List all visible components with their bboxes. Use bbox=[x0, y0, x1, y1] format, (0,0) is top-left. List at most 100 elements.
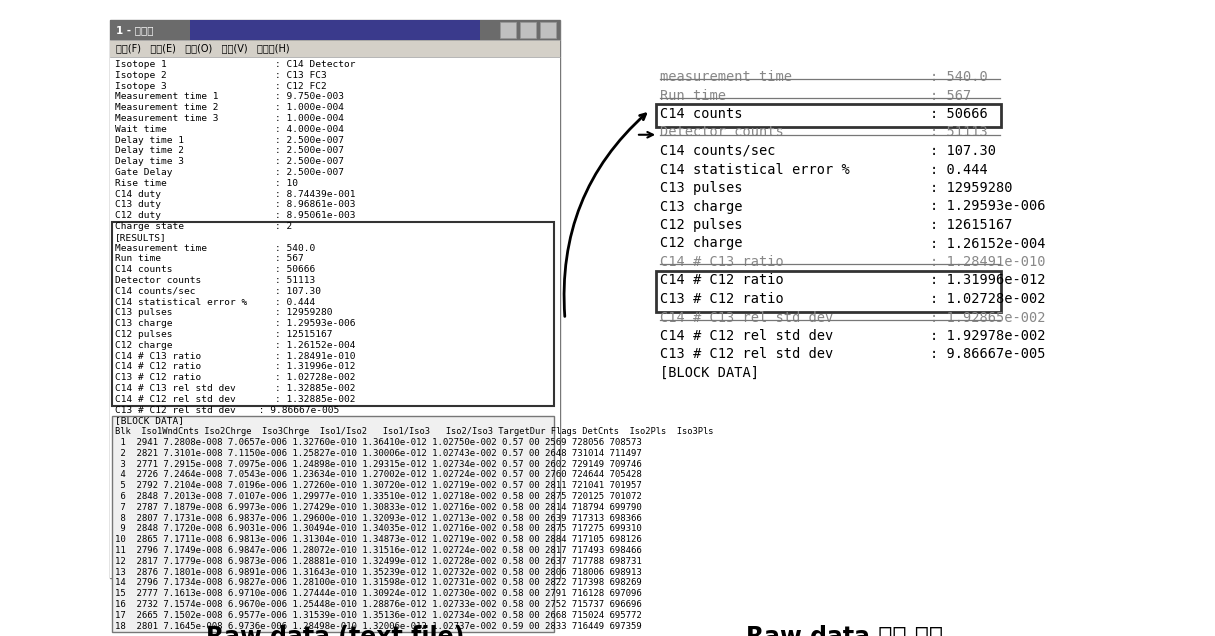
Text: : 1.31996e-012: : 1.31996e-012 bbox=[275, 363, 356, 371]
Text: : 107.30: : 107.30 bbox=[275, 287, 321, 296]
Text: : 1.28491e-010: : 1.28491e-010 bbox=[275, 352, 356, 361]
Text: Isotope 2: Isotope 2 bbox=[115, 71, 166, 80]
Text: Measurement time 1: Measurement time 1 bbox=[115, 92, 219, 101]
Text: : 567: : 567 bbox=[929, 88, 971, 102]
Text: Delay time 3: Delay time 3 bbox=[115, 157, 183, 166]
Bar bbox=[520, 22, 536, 38]
Text: Measurement time 2: Measurement time 2 bbox=[115, 103, 219, 112]
Text: Detector counts: Detector counts bbox=[660, 125, 784, 139]
Text: : 1.000e-004: : 1.000e-004 bbox=[275, 103, 344, 112]
Text: Detector counts: Detector counts bbox=[115, 276, 202, 285]
Bar bbox=[190, 20, 480, 40]
Bar bbox=[656, 104, 1001, 127]
Text: : 1.32885e-002: : 1.32885e-002 bbox=[275, 384, 356, 393]
Text: C14 counts: C14 counts bbox=[115, 265, 173, 274]
Text: 13  2876 7.1801e-008 6.9891e-006 1.31643e-010 1.35239e-012 1.02732e-002 0.58 00 : 13 2876 7.1801e-008 6.9891e-006 1.31643e… bbox=[115, 567, 642, 577]
Text: C12 charge: C12 charge bbox=[115, 341, 173, 350]
Text: : 540.0: : 540.0 bbox=[929, 70, 988, 84]
Text: C12 pulses: C12 pulses bbox=[660, 218, 742, 232]
Text: : 50666: : 50666 bbox=[929, 107, 988, 121]
Text: C14 # C13 rel std dev: C14 # C13 rel std dev bbox=[660, 310, 833, 324]
Text: measurement time: measurement time bbox=[660, 70, 792, 84]
Text: : 12515167: : 12515167 bbox=[275, 330, 333, 339]
Text: : C12 FC2: : C12 FC2 bbox=[275, 81, 327, 90]
Text: : 1.92978e-002: : 1.92978e-002 bbox=[929, 329, 1045, 343]
Text: Measurement time: Measurement time bbox=[115, 244, 207, 252]
Text: : 51113: : 51113 bbox=[275, 276, 315, 285]
Text: C14 counts: C14 counts bbox=[660, 107, 742, 121]
Text: 8  2807 7.1731e-008 6.9837e-006 1.29600e-010 1.32093e-012 1.02713e-002 0.58 00 2: 8 2807 7.1731e-008 6.9837e-006 1.29600e-… bbox=[115, 514, 642, 523]
Text: : 1.02728e-002: : 1.02728e-002 bbox=[275, 373, 356, 382]
Text: : 1.31996e-012: : 1.31996e-012 bbox=[929, 273, 1045, 287]
Text: Delay time 2: Delay time 2 bbox=[115, 146, 183, 155]
Bar bbox=[111, 57, 560, 578]
Text: [BLOCK DATA]: [BLOCK DATA] bbox=[660, 366, 759, 380]
Text: : 12959280: : 12959280 bbox=[929, 181, 1012, 195]
Text: C14 # C13 rel std dev: C14 # C13 rel std dev bbox=[115, 384, 236, 393]
Bar bbox=[112, 222, 554, 406]
Text: Raw data (text file): Raw data (text file) bbox=[205, 625, 464, 636]
Text: : 8.74439e-001: : 8.74439e-001 bbox=[275, 190, 356, 198]
Text: : 107.30: : 107.30 bbox=[929, 144, 996, 158]
Text: : 0.444: : 0.444 bbox=[275, 298, 315, 307]
Text: 12  2817 7.1779e-008 6.9873e-006 1.28881e-010 1.32499e-012 1.02728e-002 0.58 00 : 12 2817 7.1779e-008 6.9873e-006 1.28881e… bbox=[115, 556, 642, 566]
Text: : C13 FC3: : C13 FC3 bbox=[275, 71, 327, 80]
Text: [RESULTS]: [RESULTS] bbox=[115, 233, 166, 242]
Text: C14 # C12 rel std dev: C14 # C12 rel std dev bbox=[660, 329, 833, 343]
Text: 17  2665 7.1502e-008 6.9577e-006 1.31539e-010 1.35136e-012 1.02734e-002 0.58 00 : 17 2665 7.1502e-008 6.9577e-006 1.31539e… bbox=[115, 611, 642, 620]
Text: : 1.29593e-006: : 1.29593e-006 bbox=[275, 319, 356, 328]
Text: : 1.26152e-004: : 1.26152e-004 bbox=[929, 237, 1045, 251]
Text: C13 charge: C13 charge bbox=[660, 200, 742, 214]
Text: C13 # C12 rel std dev: C13 # C12 rel std dev bbox=[660, 347, 833, 361]
Text: : 51113: : 51113 bbox=[929, 125, 988, 139]
Text: : 2: : 2 bbox=[275, 222, 293, 231]
Text: Isotope 1: Isotope 1 bbox=[115, 60, 166, 69]
Text: C13 charge: C13 charge bbox=[115, 319, 173, 328]
Text: : 12615167: : 12615167 bbox=[929, 218, 1012, 232]
Text: 15  2777 7.1613e-008 6.9710e-006 1.27444e-010 1.30924e-012 1.02730e-002 0.58 00 : 15 2777 7.1613e-008 6.9710e-006 1.27444e… bbox=[115, 589, 642, 598]
Text: : 9.86667e-005: : 9.86667e-005 bbox=[929, 347, 1045, 361]
Text: Raw data 주요 내용: Raw data 주요 내용 bbox=[746, 625, 944, 636]
Text: : 2.500e-007: : 2.500e-007 bbox=[275, 135, 344, 144]
Text: 5  2792 7.2104e-008 7.0196e-006 1.27260e-010 1.30720e-012 1.02719e-002 0.57 00 2: 5 2792 7.2104e-008 7.0196e-006 1.27260e-… bbox=[115, 481, 642, 490]
Text: Isotope 3: Isotope 3 bbox=[115, 81, 166, 90]
Bar bbox=[112, 417, 554, 632]
Bar bbox=[539, 22, 556, 38]
Text: : 1.92865e-002: : 1.92865e-002 bbox=[929, 310, 1045, 324]
Text: : 1.000e-004: : 1.000e-004 bbox=[275, 114, 344, 123]
Text: 9  2848 7.1720e-008 6.9031e-006 1.30494e-010 1.34035e-012 1.02716e-002 0.58 00 2: 9 2848 7.1720e-008 6.9031e-006 1.30494e-… bbox=[115, 525, 642, 534]
Text: : 540.0: : 540.0 bbox=[275, 244, 315, 252]
Text: : 0.444: : 0.444 bbox=[929, 163, 988, 177]
Text: C13 duty: C13 duty bbox=[115, 200, 162, 209]
Text: : 1.32885e-002: : 1.32885e-002 bbox=[275, 395, 356, 404]
Text: : 50666: : 50666 bbox=[275, 265, 315, 274]
Text: 파일(F)   편집(E)   서식(O)   보기(V)   도움말(H): 파일(F) 편집(E) 서식(O) 보기(V) 도움말(H) bbox=[115, 43, 289, 53]
Text: : 2.500e-007: : 2.500e-007 bbox=[275, 157, 344, 166]
Text: 18  2801 7.1645e-008 6.9736e-006 1.28498e-010 1.32006e-012 1.02737e-002 0.59 00 : 18 2801 7.1645e-008 6.9736e-006 1.28498e… bbox=[115, 621, 642, 631]
Text: C14 duty: C14 duty bbox=[115, 190, 162, 198]
Text: 6  2848 7.2013e-008 7.0107e-006 1.29977e-010 1.33510e-012 1.02718e-002 0.58 00 2: 6 2848 7.2013e-008 7.0107e-006 1.29977e-… bbox=[115, 492, 642, 501]
Text: : 10: : 10 bbox=[275, 179, 298, 188]
Text: C14 counts/sec: C14 counts/sec bbox=[115, 287, 196, 296]
Text: C14 # C12 ratio: C14 # C12 ratio bbox=[660, 273, 784, 287]
Text: 14  2796 7.1734e-008 6.9827e-006 1.28100e-010 1.31598e-012 1.02731e-002 0.58 00 : 14 2796 7.1734e-008 6.9827e-006 1.28100e… bbox=[115, 578, 642, 588]
Text: [BLOCK DATA]: [BLOCK DATA] bbox=[115, 417, 183, 425]
Bar bbox=[111, 20, 560, 578]
Text: : 4.000e-004: : 4.000e-004 bbox=[275, 125, 344, 134]
Text: 11  2796 7.1749e-008 6.9847e-006 1.28072e-010 1.31516e-012 1.02724e-002 0.58 00 : 11 2796 7.1749e-008 6.9847e-006 1.28072e… bbox=[115, 546, 642, 555]
Text: Charge state: Charge state bbox=[115, 222, 183, 231]
Text: C14 # C12 ratio: C14 # C12 ratio bbox=[115, 363, 202, 371]
Text: 2  2821 7.3101e-008 7.1150e-006 1.25827e-010 1.30006e-012 1.02743e-002 0.57 00 2: 2 2821 7.3101e-008 7.1150e-006 1.25827e-… bbox=[115, 449, 642, 458]
Text: C14 # C13 ratio: C14 # C13 ratio bbox=[660, 255, 784, 269]
Text: C12 charge: C12 charge bbox=[660, 237, 742, 251]
Text: : 12959280: : 12959280 bbox=[275, 308, 333, 317]
Text: C12 pulses: C12 pulses bbox=[115, 330, 173, 339]
Text: Run time: Run time bbox=[660, 88, 727, 102]
Text: : 1.02728e-002: : 1.02728e-002 bbox=[929, 292, 1045, 306]
Text: Gate Delay: Gate Delay bbox=[115, 168, 173, 177]
Text: Run time: Run time bbox=[115, 254, 162, 263]
Text: C13 pulses: C13 pulses bbox=[115, 308, 173, 317]
Text: C12 duty: C12 duty bbox=[115, 211, 162, 220]
Text: 10  2865 7.1711e-008 6.9813e-006 1.31304e-010 1.34873e-012 1.02719e-002 0.58 00 : 10 2865 7.1711e-008 6.9813e-006 1.31304e… bbox=[115, 536, 642, 544]
Text: : 1.29593e-006: : 1.29593e-006 bbox=[929, 200, 1045, 214]
